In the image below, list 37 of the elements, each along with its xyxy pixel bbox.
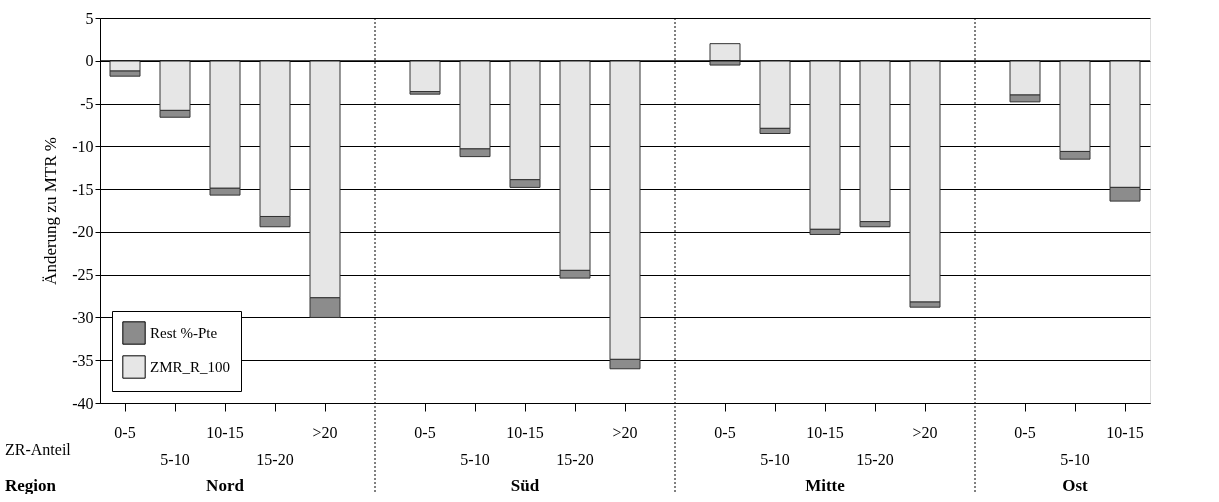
y-tick-label: 5 [85,9,94,27]
x-tick-label: 0-5 [414,424,436,441]
x-tick-label: 10-15 [806,424,844,441]
x-tick-label: 5-10 [760,451,790,468]
y-tick-label: -35 [72,351,94,369]
text: Ost [1062,476,1089,495]
y-tick-label: 0 [85,52,94,70]
x-tick-label: >20 [312,424,338,441]
x-tick-label: 0-5 [714,424,736,441]
x-tick-label: 5-10 [460,451,490,468]
text: Mitte [805,476,846,495]
x-tick-label: 5-10 [160,451,190,468]
x-tick-label: 10-15 [1106,424,1144,441]
x-tick-label: 15-20 [556,451,594,468]
y-tick-label: -40 [72,394,94,412]
x-tick-label: 10-15 [206,424,244,441]
text: Süd [510,476,540,495]
x-tick-label: >20 [912,424,938,441]
x-axis-title: ZR-Anteil [5,441,72,458]
y-tick-label: -30 [72,308,94,326]
x-tick-label: >20 [612,424,638,441]
x-tick-label: 5-10 [1060,451,1090,468]
text: Region [5,476,57,495]
legend-label: Rest %-Pte [150,325,218,341]
y-tick-label: -20 [72,223,94,241]
legend-label: ZMR_R_100 [150,359,231,375]
y-tick-label: -15 [72,180,94,198]
text: Nord [206,476,245,495]
y-tick-label: -10 [72,137,94,155]
x-tick-label: 10-15 [506,424,544,441]
x-tick-label: 15-20 [256,451,294,468]
x-tick-label: 15-20 [856,451,894,468]
y-axis-title: Änderung zu MTR % [41,137,61,285]
x-tick-label: 0-5 [114,424,136,441]
y-tick-label: -5 [80,95,94,113]
x-tick-label: 0-5 [1014,424,1036,441]
y-tick-label: -25 [72,266,94,284]
